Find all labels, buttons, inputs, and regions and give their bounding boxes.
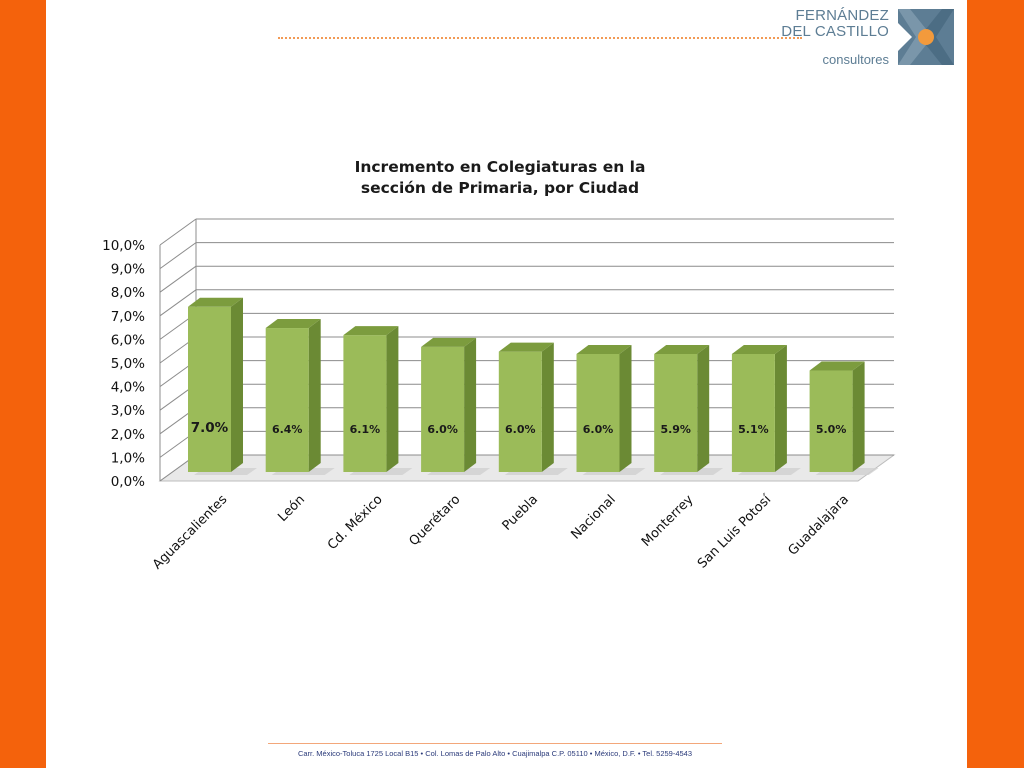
bar-side: [852, 361, 865, 472]
y-tick-label: 9,0%: [111, 262, 145, 278]
bar-data-label: 5.9%: [660, 423, 691, 436]
bar-top: [265, 319, 321, 329]
footer-address: Carr. México-Toluca 1725 Local B15 • Col…: [297, 749, 693, 758]
bar: [654, 354, 698, 472]
bar-data-label: 6.0%: [505, 423, 536, 436]
bar: [188, 306, 231, 472]
bar: [731, 354, 775, 472]
bar: [809, 370, 853, 472]
gridline-side: [159, 289, 197, 317]
x-tick-label: Aguascalientes: [150, 492, 230, 572]
x-tick-label: Guadalajara: [785, 492, 851, 558]
bar-top: [576, 345, 632, 354]
bar: [421, 346, 465, 472]
bar-data-label: 6.0%: [427, 423, 458, 436]
bar-data-label: 5.1%: [738, 423, 769, 436]
x-tick-label: Monterrey: [639, 492, 697, 550]
chart-title-line2: sección de Primaria, por Ciudad: [361, 179, 639, 197]
brand-name-line1: FERNÁNDEZ: [795, 7, 889, 24]
bar-top: [654, 345, 710, 354]
x-tick-label: San Luis Potosí: [695, 492, 775, 572]
gridline-side: [159, 242, 197, 270]
y-tick-label: 7,0%: [111, 309, 145, 325]
bar-data-label: 5.0%: [816, 423, 847, 436]
y-tick-label: 2,0%: [111, 427, 145, 443]
y-tick-label: 0,0%: [111, 474, 145, 490]
bar-top: [731, 345, 787, 354]
bar-side: [308, 319, 321, 472]
bar: [576, 354, 620, 472]
y-tick-label: 6,0%: [111, 332, 145, 348]
y-tick-label: 5,0%: [111, 356, 145, 372]
bar: [343, 335, 387, 472]
footer-rule: [268, 743, 722, 744]
bar-side: [541, 342, 554, 472]
x-tick-label: Querétaro: [406, 492, 463, 549]
bar-side: [464, 337, 477, 472]
bar: [265, 328, 309, 472]
bar-side: [386, 326, 399, 472]
gridline-side: [159, 218, 197, 246]
gridline-side: [159, 265, 197, 293]
y-tick-label: 3,0%: [111, 403, 145, 419]
brand-name-line2: DEL CASTILLO: [781, 23, 889, 40]
bar-data-label: 7.0%: [191, 420, 229, 436]
brand-logo-text: FERNÁNDEZ DEL CASTILLO: [781, 8, 889, 40]
x-tick-label: Puebla: [500, 492, 541, 533]
brand-x-logo-icon: [898, 9, 954, 65]
brand-subtitle: consultores: [822, 52, 889, 67]
bar: [498, 351, 542, 472]
chart-title-line1: Incremento en Colegiaturas en la: [355, 158, 646, 176]
y-tick-label: 1,0%: [111, 450, 145, 466]
bar-data-label: 6.1%: [350, 423, 381, 436]
header-dotted-rule: [278, 37, 802, 39]
bar-top: [421, 337, 477, 347]
y-tick-label: 8,0%: [111, 285, 145, 301]
bar-side: [774, 345, 787, 472]
bar-side: [231, 297, 243, 472]
bar-data-label: 6.0%: [583, 423, 614, 436]
y-tick-label: 10,0%: [102, 238, 145, 254]
bar-top: [188, 297, 243, 307]
x-tick-label: Nacional: [568, 492, 618, 542]
bar-side: [697, 345, 710, 472]
bar-top: [498, 342, 554, 352]
bar-side: [619, 345, 632, 472]
bar-top: [809, 361, 865, 371]
y-tick-label: 4,0%: [111, 380, 145, 396]
x-tick-label: Cd. México: [325, 492, 386, 553]
bar-top: [343, 326, 399, 336]
x-tick-label: León: [275, 492, 308, 525]
bar-data-label: 6.4%: [272, 423, 303, 436]
